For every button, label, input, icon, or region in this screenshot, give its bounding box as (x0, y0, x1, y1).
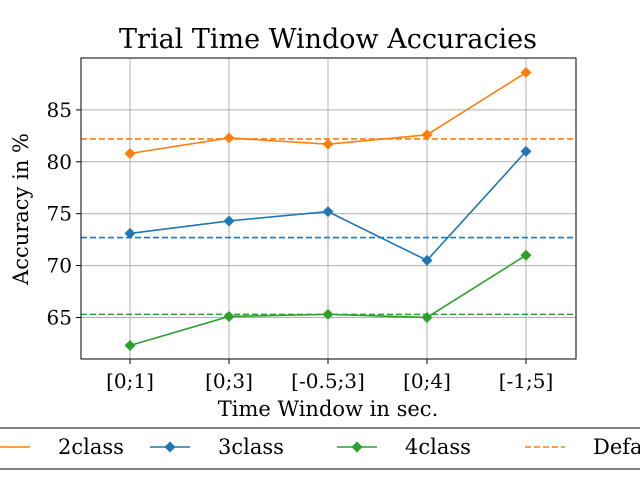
x-tick-label: [0;1] (106, 369, 154, 393)
y-tick-label: 65 (47, 305, 72, 329)
series-2class (124, 67, 532, 159)
legend-label: 2class (58, 435, 124, 459)
x-tick-label: [-0.5;3] (291, 369, 365, 393)
legend: 2class 3class 4class Default (0, 427, 640, 470)
series-lines (124, 67, 532, 352)
y-tick-label: 70 (47, 254, 72, 278)
data-point (421, 129, 433, 141)
legend-label: Default (593, 435, 640, 459)
data-point (322, 206, 334, 218)
x-tick-label: [0;4] (403, 369, 451, 393)
y-tick-label: 80 (47, 150, 72, 174)
data-point (520, 249, 532, 261)
axes: [0;1] [0;3] [-0.5;3] [0;4] [-1;5] 65 70 75 80 85 (47, 98, 554, 393)
legend-label: 4class (405, 435, 471, 459)
y-axis-label: Accuracy in % (9, 133, 33, 286)
x-tick-label: [-1;5] (499, 369, 554, 393)
data-point (421, 254, 433, 266)
x-axis-label: Time Window in sec. (218, 397, 439, 421)
data-point (520, 145, 532, 157)
legend-item-2class: 2class (0, 435, 124, 459)
data-point (421, 311, 433, 323)
series-4class (124, 249, 532, 352)
data-point (124, 147, 136, 159)
legend-box (0, 427, 640, 470)
legend-item-4class: 4class (337, 435, 471, 459)
data-point (223, 132, 235, 144)
series-3class (124, 145, 532, 266)
x-tick-label: [0;3] (205, 369, 253, 393)
data-point (223, 215, 235, 227)
data-point (124, 227, 136, 239)
legend-item-3class: 3class (150, 435, 284, 459)
legend-marker (351, 441, 363, 453)
data-point (124, 340, 136, 352)
legend-item-Default: Default (525, 435, 640, 459)
data-point (223, 310, 235, 322)
legend-marker (164, 441, 176, 453)
y-tick-label: 85 (47, 98, 72, 122)
data-point (322, 138, 334, 150)
y-tick-label: 75 (47, 202, 72, 226)
data-point (322, 308, 334, 320)
chart-title: Trial Time Window Accuracies (119, 24, 537, 55)
data-point (520, 67, 532, 79)
legend-label: 3class (218, 435, 284, 459)
